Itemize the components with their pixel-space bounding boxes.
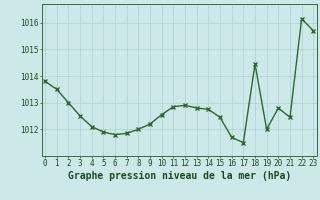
X-axis label: Graphe pression niveau de la mer (hPa): Graphe pression niveau de la mer (hPa) (68, 171, 291, 181)
